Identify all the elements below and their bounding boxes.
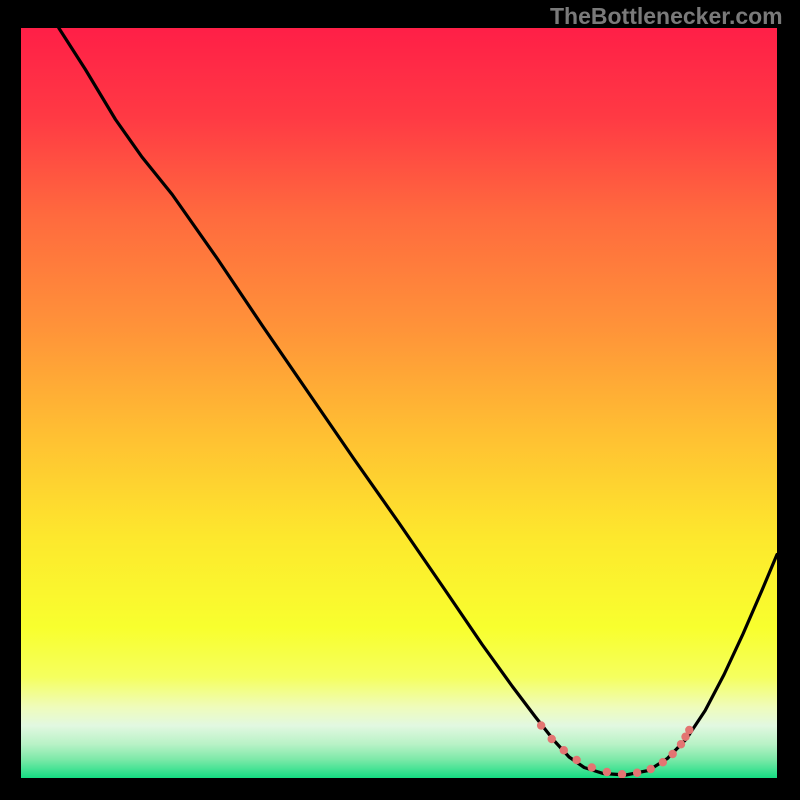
chart-svg xyxy=(21,28,777,778)
chart-plot-area xyxy=(21,28,777,778)
gradient-background xyxy=(21,28,777,778)
watermark-text: TheBottlenecker.com xyxy=(550,3,783,30)
